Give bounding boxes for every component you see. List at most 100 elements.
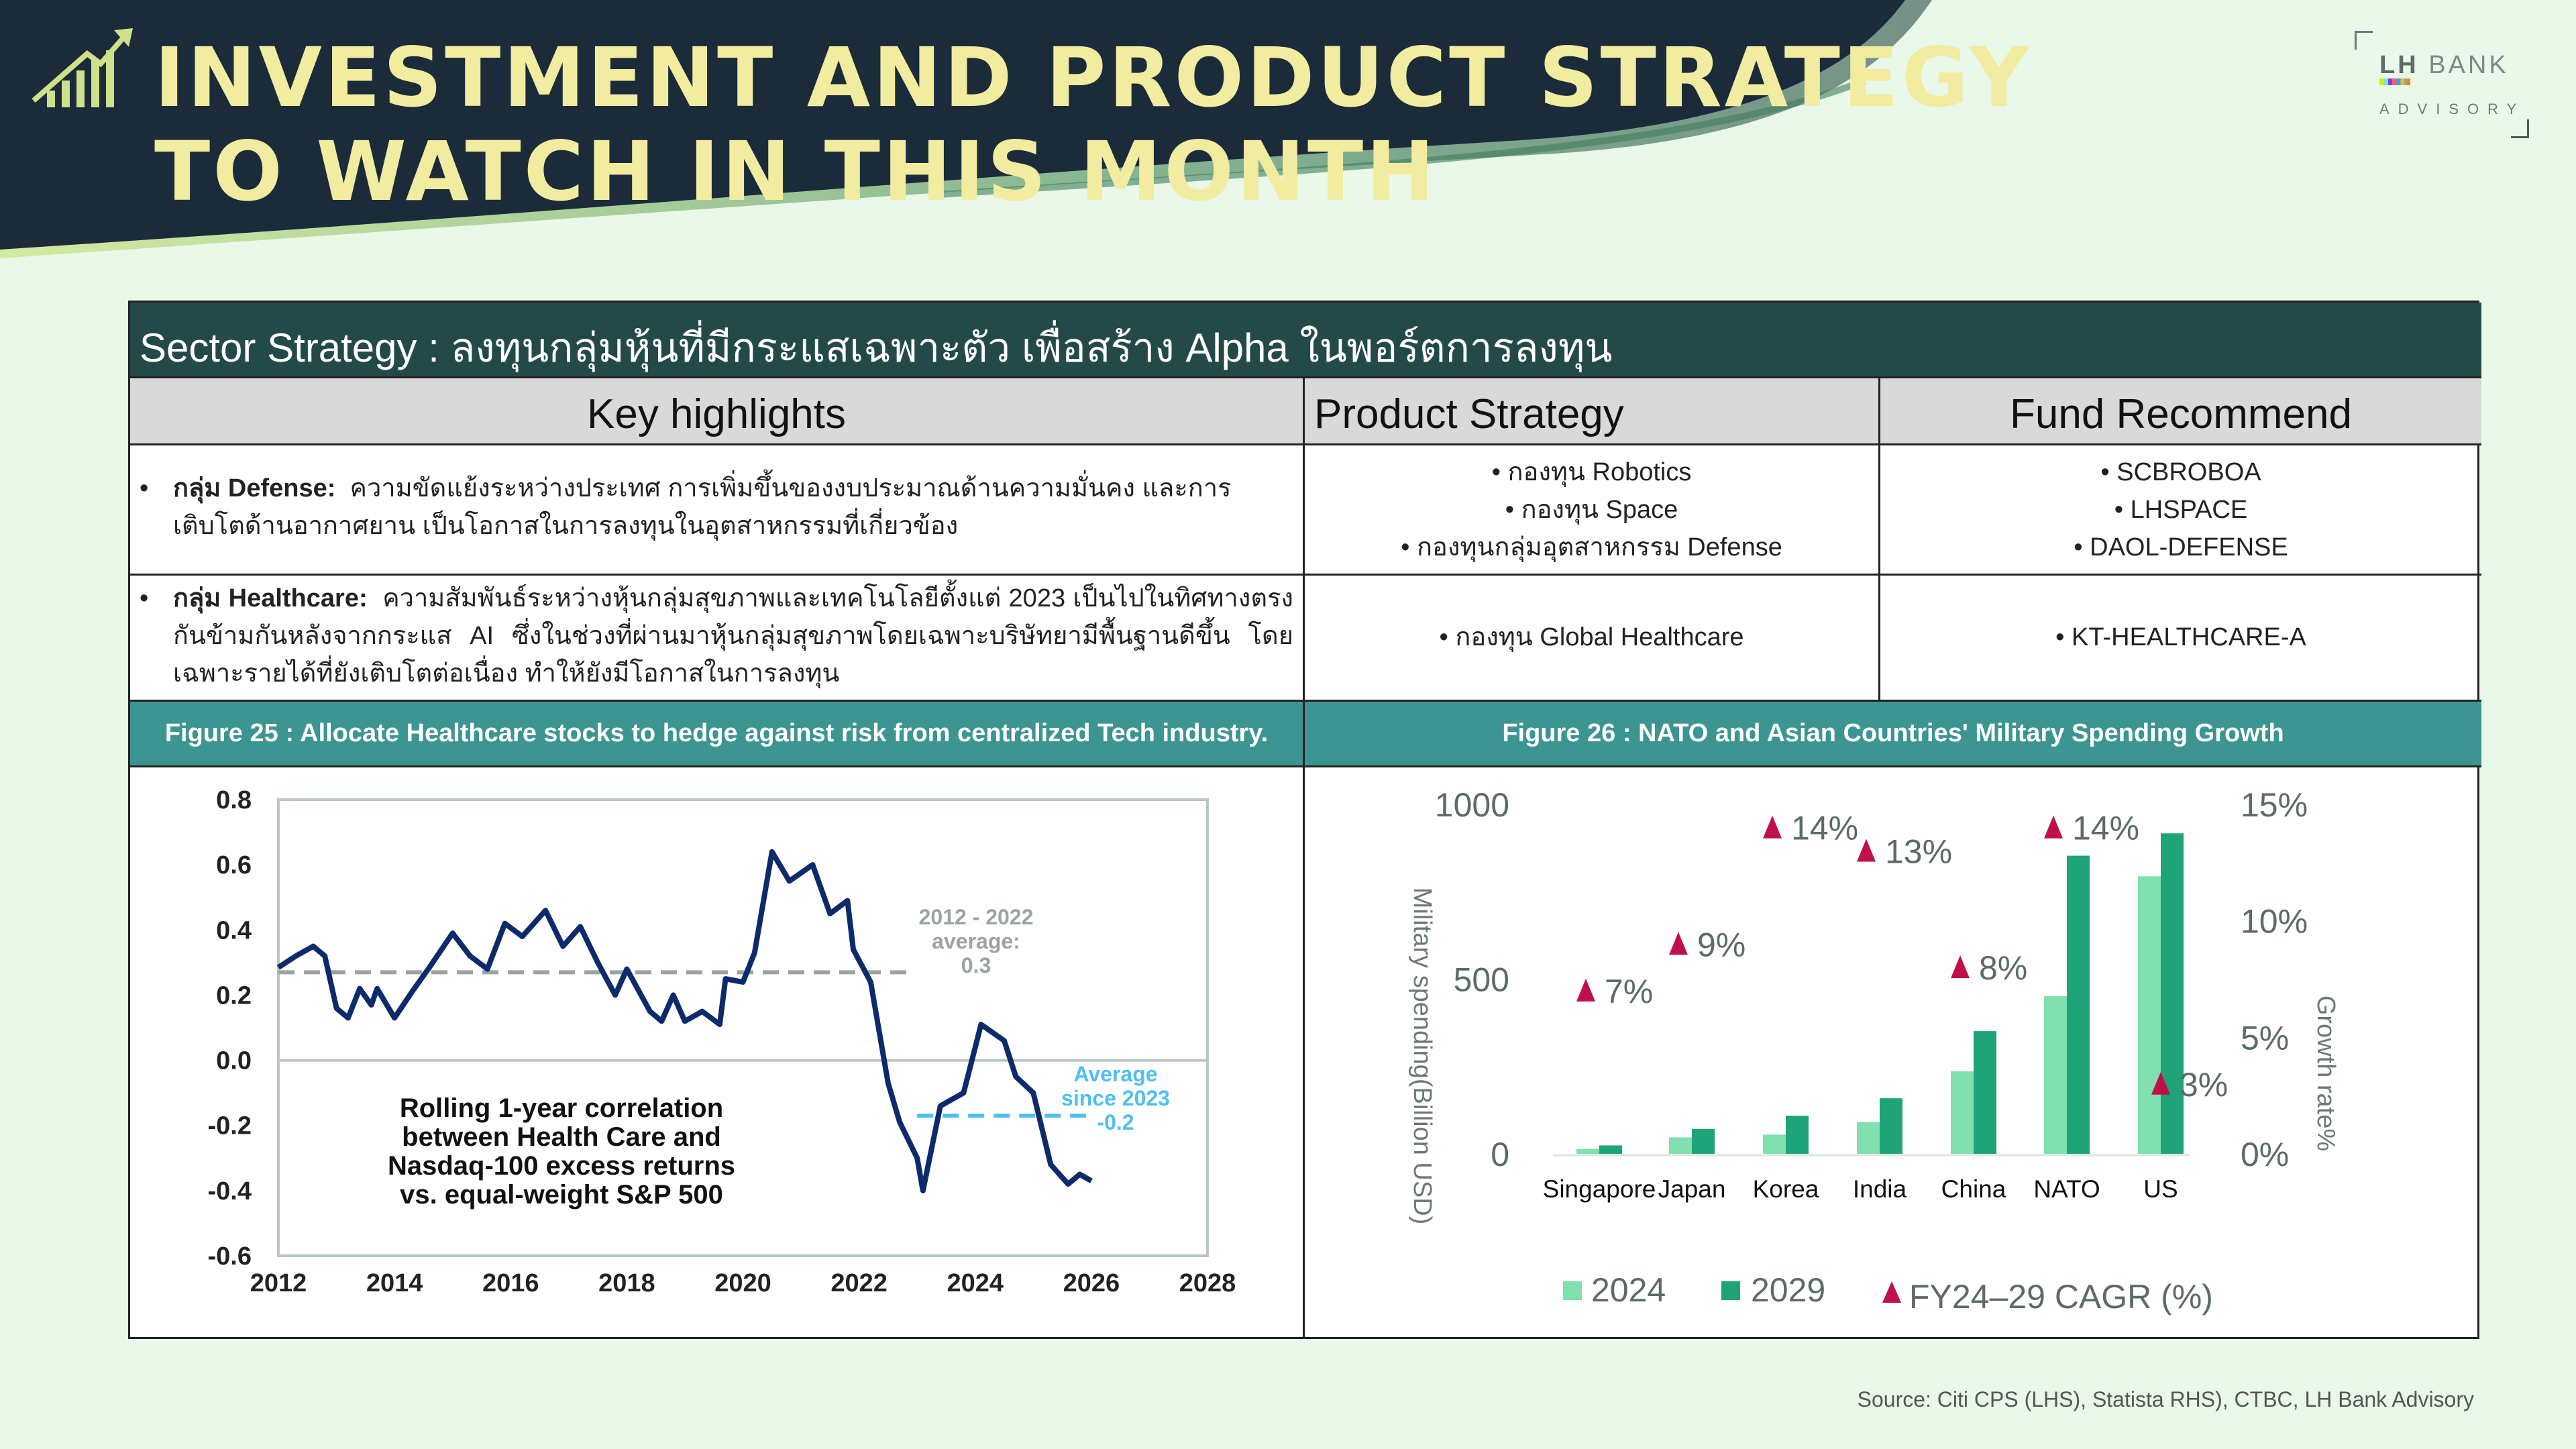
cagr-marker <box>1857 839 1876 862</box>
bar-2024 <box>2138 876 2161 1154</box>
legend-label: FY24–29 CAGR (%) <box>1909 1278 2213 1316</box>
reference-label: Average <box>1073 1062 1157 1086</box>
fund-list: SCBROBOA LHSPACE DAOL-DEFENSE <box>1880 453 2481 566</box>
cagr-label: 14% <box>1791 810 1858 847</box>
highlight-defense: • กลุ่ม Defense: ความขัดแย้งระหว่างประเท… <box>130 445 1305 576</box>
legend-label: 2029 <box>1751 1271 1825 1309</box>
cagr-marker <box>1669 932 1688 955</box>
cagr-marker <box>1951 955 1970 979</box>
header-product-strategy: Product Strategy <box>1305 378 1880 445</box>
fund-item: SCBROBOA <box>1880 453 2481 491</box>
y2-tick-label: 5% <box>2241 1019 2289 1057</box>
cagr-label: 13% <box>1885 833 1952 870</box>
reference-label: 0.3 <box>961 953 991 977</box>
y-tick-label: 0.8 <box>216 786 252 814</box>
cagr-marker <box>2044 815 2063 839</box>
fund-item: DAOL-DEFENSE <box>1880 529 2481 566</box>
y2-tick-label: 0% <box>2241 1136 2289 1173</box>
x-tick-label: 2018 <box>598 1269 655 1297</box>
y-tick-label: 1000 <box>1435 786 1509 824</box>
logo-bracket <box>2355 31 2373 50</box>
y-tick-label: 0.4 <box>216 916 252 945</box>
fund-list: KT-HEALTHCARE-A <box>1880 619 2481 656</box>
category-label: US <box>2143 1175 2178 1203</box>
category-label: Korea <box>1753 1175 1819 1203</box>
product-item: กองทุน Robotics <box>1305 453 1878 491</box>
x-tick-label: 2026 <box>1063 1269 1120 1297</box>
bar-2024 <box>1763 1134 1786 1154</box>
x-tick-label: 2016 <box>482 1269 539 1297</box>
category-label: Japan <box>1658 1175 1726 1203</box>
logo-color-bar <box>2379 78 2410 85</box>
bar-2029 <box>1974 1031 1996 1154</box>
category-label: China <box>1941 1175 2006 1203</box>
product-item: กองทุน Global Healthcare <box>1305 619 1878 656</box>
cagr-label: 8% <box>1979 949 2027 987</box>
y-tick-label: 0.0 <box>216 1047 252 1075</box>
chart-annotation: Rolling 1-year correlation <box>400 1093 723 1123</box>
header-fund-recommend: Fund Recommend <box>1880 378 2481 445</box>
y-tick-label: 0.2 <box>216 981 252 1010</box>
bar-2024 <box>2044 996 2067 1154</box>
x-tick-label: 2022 <box>830 1269 888 1297</box>
x-tick-label: 2012 <box>250 1269 307 1297</box>
product-item: กองทุน Space <box>1305 491 1878 529</box>
section-title: Sector Strategy : ลงทุนกลุ่มหุ้นที่มีกระ… <box>130 303 2481 378</box>
x-tick-label: 2024 <box>947 1269 1004 1297</box>
reference-label: -0.2 <box>1097 1110 1134 1134</box>
page-title-line2: TO WATCH IN THIS MONTH <box>154 124 1438 219</box>
highlight-text: ความสัมพันธ์ระหว่างหุ้นกลุ่มสุขภาพและเทค… <box>173 584 1293 688</box>
cagr-marker <box>2151 1071 2170 1095</box>
legend-swatch-2024 <box>1563 1281 1582 1300</box>
group-label: กลุ่ม Defense: <box>173 474 336 502</box>
legend-label: 2024 <box>1591 1271 1666 1309</box>
correlation-line <box>276 849 1093 1193</box>
logo-advisory: ADVISORY <box>2379 101 2526 117</box>
cagr-marker <box>1763 815 1782 839</box>
strategy-table: Sector Strategy : ลงทุนกลุ่มหุ้นที่มีกระ… <box>128 301 2481 1339</box>
y2-tick-label: 10% <box>2241 903 2308 941</box>
bar-2029 <box>1599 1145 1622 1154</box>
header-key-highlights: Key highlights <box>130 378 1305 445</box>
fund-item: KT-HEALTHCARE-A <box>1880 619 2481 656</box>
y-tick-label: -0.4 <box>208 1177 252 1205</box>
bar-2029 <box>1786 1116 1809 1154</box>
legend-cagr-marker <box>1882 1281 1901 1303</box>
x-tick-label: 2020 <box>714 1269 771 1297</box>
highlight-text: ความขัดแย้งระหว่างประเทศ การเพิ่มขึ้นของ… <box>173 474 1232 540</box>
growth-chart-icon <box>32 28 133 107</box>
plot-area <box>277 798 1209 1257</box>
cagr-label: 14% <box>2072 810 2139 847</box>
chart-annotation: Nasdaq-100 excess returns <box>388 1151 735 1181</box>
reference-label: 2012 - 2022 <box>919 905 1034 929</box>
x-tick-label: 2028 <box>1179 1269 1236 1297</box>
y-axis-title: Military spending(Billion USD) <box>1408 888 1436 1225</box>
lh-bank-advisory-logo: LH BANK ADVISORY <box>2355 31 2529 138</box>
bar-2024 <box>1951 1071 1974 1154</box>
cagr-label: 7% <box>1605 973 1653 1010</box>
chart-annotation: vs. equal-weight S&P 500 <box>400 1180 723 1210</box>
bar-2029 <box>2161 833 2184 1154</box>
legend-swatch-2029 <box>1721 1281 1740 1300</box>
reference-label: since 2023 <box>1061 1086 1170 1110</box>
chart-annotation: between Health Care and <box>402 1122 721 1152</box>
header-banner <box>0 0 1932 258</box>
product-list: กองทุน Robotics กองทุน Space กองทุนกลุ่ม… <box>1305 453 1878 566</box>
bar-2029 <box>1880 1098 1902 1154</box>
y2-axis-title: Growth rate% <box>2312 996 2340 1151</box>
x-tick-label: 2014 <box>366 1269 423 1297</box>
y-tick-label: -0.6 <box>208 1242 252 1271</box>
category-label: Singapore <box>1543 1175 1656 1203</box>
bar-2029 <box>2067 855 2090 1154</box>
product-list: กองทุน Global Healthcare <box>1305 619 1878 656</box>
y2-tick-label: 15% <box>2241 786 2308 824</box>
cagr-label: 9% <box>1697 926 1746 963</box>
bar-2024 <box>1576 1148 1599 1154</box>
figure-25-panel <box>130 767 1305 1339</box>
fund-item: LHSPACE <box>1880 491 2481 529</box>
figure-26-caption: Figure 26 : NATO and Asian Countries' Mi… <box>1305 702 2481 767</box>
category-label: India <box>1853 1175 1907 1203</box>
logo-bracket <box>2511 119 2529 138</box>
